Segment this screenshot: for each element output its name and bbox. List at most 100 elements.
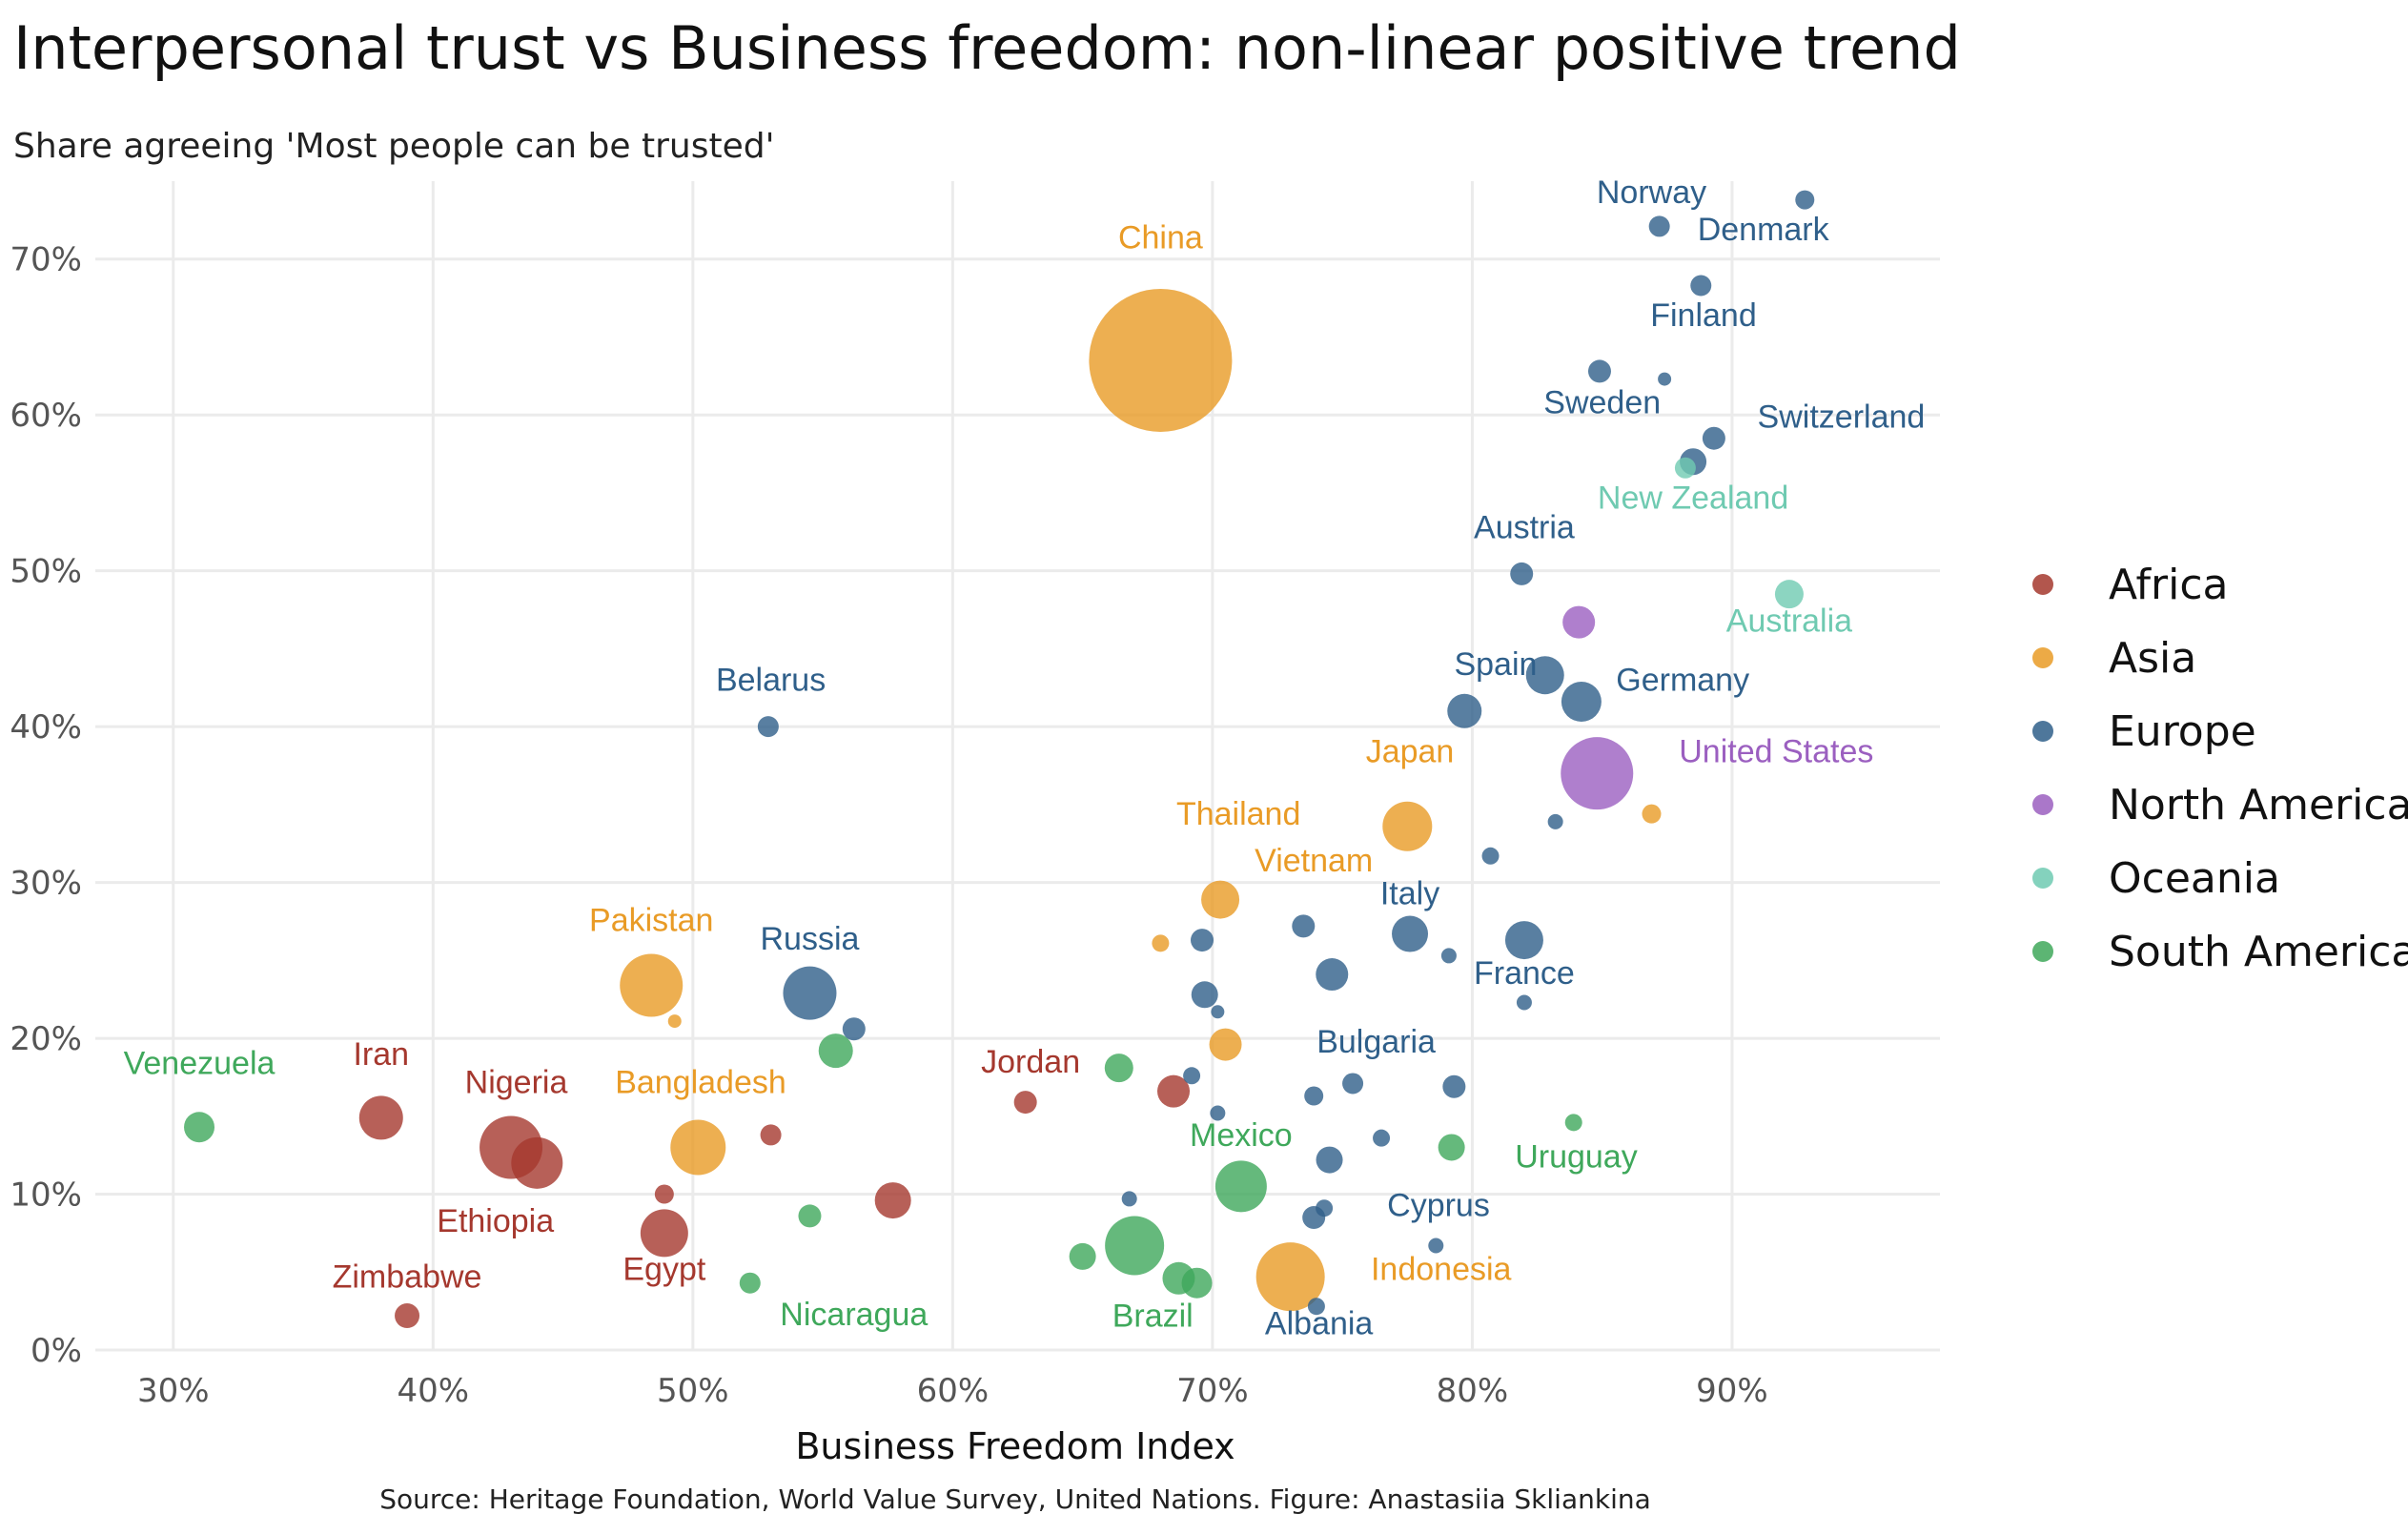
point-label-mexico: Mexico	[1190, 1117, 1293, 1154]
point-label-thailand: Thailand	[1176, 796, 1300, 832]
y-tick-label: 10%	[10, 1176, 82, 1215]
data-point-new-zealand	[1674, 457, 1696, 479]
data-point	[1210, 1105, 1226, 1121]
data-point	[1642, 804, 1662, 824]
data-point	[1440, 948, 1457, 964]
point-label-new-zealand: New Zealand	[1598, 480, 1788, 516]
gridlines	[95, 181, 1940, 1352]
point-label-brazil: Brazil	[1112, 1298, 1194, 1334]
data-point-australia	[1774, 580, 1804, 609]
data-point	[1191, 929, 1214, 952]
point-label-norway: Norway	[1597, 174, 1706, 211]
point-label-albania: Albania	[1265, 1306, 1374, 1342]
data-point	[1152, 934, 1170, 952]
legend-label: Africa	[2109, 561, 2229, 609]
point-label-belarus: Belarus	[716, 663, 826, 699]
point-label-germany: Germany	[1616, 663, 1749, 699]
legend-swatch	[2032, 794, 2053, 815]
legend-swatch	[2032, 868, 2053, 889]
point-label-vietnam: Vietnam	[1255, 843, 1373, 879]
point-label-venezuela: Venezuela	[124, 1046, 275, 1082]
data-point	[654, 1184, 674, 1204]
axis-ticks: 30% 40% 50% 60% 70% 80% 90% 0% 10% 20% 30% 40% 50% 60…	[10, 241, 1767, 1410]
point-label-sweden: Sweden	[1543, 385, 1661, 421]
point-label-bulgaria: Bulgaria	[1316, 1024, 1436, 1060]
data-point-germany	[1561, 681, 1602, 722]
data-point-iran	[358, 1095, 403, 1140]
point-label-jordan: Jordan	[981, 1044, 1080, 1080]
x-tick-label: 70%	[1176, 1372, 1249, 1410]
point-label-france: France	[1474, 955, 1575, 992]
point-label-australia: Australia	[1726, 603, 1852, 639]
point-label-uruguay: Uruguay	[1515, 1139, 1638, 1176]
data-point-italy	[1392, 915, 1429, 952]
x-tick-label: 30%	[137, 1372, 210, 1410]
data-point-brazil	[1105, 1216, 1165, 1276]
data-point	[1428, 1238, 1444, 1254]
legend-swatch	[2032, 721, 2053, 742]
data-point	[1564, 1114, 1582, 1132]
legend-swatch	[2032, 941, 2053, 962]
data-point-indonesia	[1255, 1242, 1325, 1312]
data-point	[1292, 914, 1316, 938]
data-point	[760, 1124, 782, 1146]
data-point-albania	[1307, 1298, 1325, 1316]
point-label-iran: Iran	[353, 1036, 409, 1073]
data-point-norway	[1648, 215, 1670, 237]
data-point-ethiopia	[511, 1136, 563, 1189]
data-point-bulgaria	[1342, 1073, 1364, 1095]
point-label-switzerland: Switzerland	[1758, 399, 1926, 435]
point-label-china: China	[1118, 219, 1203, 256]
data-point-finland	[1587, 359, 1611, 383]
legend-label: Asia	[2109, 634, 2196, 683]
data-point-mexico	[1214, 1160, 1267, 1213]
y-tick-label: 70%	[10, 241, 82, 279]
data-point	[1442, 1074, 1466, 1098]
x-tick-label: 80%	[1437, 1372, 1509, 1410]
data-point	[1562, 605, 1596, 639]
data-point	[1181, 1267, 1213, 1299]
data-point-switzerland	[1702, 426, 1725, 450]
legend-label: Oceania	[2109, 854, 2280, 903]
point-label-united-states: United States	[1679, 734, 1873, 770]
data-point-thailand	[1201, 880, 1240, 919]
data-point-denmark	[1690, 275, 1712, 297]
data-point	[1795, 190, 1815, 210]
data-point	[1191, 981, 1218, 1009]
data-point-pakistan	[620, 953, 684, 1017]
data-point	[1121, 1191, 1137, 1207]
point-label-indonesia: Indonesia	[1371, 1251, 1512, 1287]
data-point	[818, 1033, 853, 1069]
point-label-nigeria: Nigeria	[465, 1064, 568, 1100]
data-points	[184, 190, 1815, 1329]
point-label-spain: Spain	[1454, 646, 1537, 683]
data-point	[1104, 1054, 1133, 1083]
data-point-united-states	[1561, 737, 1634, 810]
data-point-russia	[783, 966, 837, 1020]
point-label-egypt: Egypt	[622, 1251, 705, 1287]
data-point-bangladesh	[670, 1119, 726, 1176]
data-point-china	[1089, 288, 1233, 432]
point-label-bangladesh: Bangladesh	[615, 1064, 786, 1100]
point-label-nicaragua: Nicaragua	[780, 1297, 928, 1333]
data-point	[1316, 1146, 1343, 1174]
data-point	[1183, 1067, 1201, 1085]
point-label-cyprus: Cyprus	[1387, 1187, 1490, 1223]
data-point-zimbabwe	[395, 1303, 420, 1329]
legend-label: South America	[2109, 928, 2408, 976]
data-point	[1304, 1086, 1324, 1106]
data-point-uruguay	[1438, 1134, 1465, 1161]
chart-caption: Source: Heritage Foundation, World Value…	[379, 1483, 1651, 1514]
x-axis-title: Business Freedom Index	[795, 1425, 1235, 1467]
y-tick-label: 50%	[10, 553, 82, 591]
data-point	[1516, 994, 1532, 1011]
data-point	[1316, 958, 1349, 992]
point-label-italy: Italy	[1380, 875, 1439, 911]
data-point-nicaragua	[739, 1272, 761, 1294]
data-point	[874, 1182, 911, 1219]
x-tick-label: 90%	[1696, 1372, 1768, 1410]
data-point	[1069, 1242, 1096, 1270]
data-point	[798, 1204, 822, 1228]
data-point	[1481, 847, 1500, 865]
